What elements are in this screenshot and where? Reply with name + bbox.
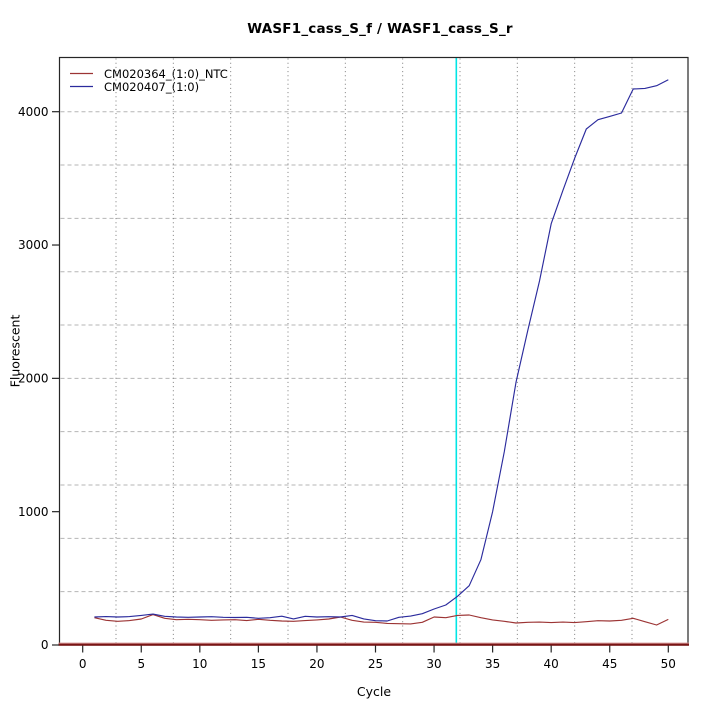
- x-axis-tick-label: 35: [485, 657, 500, 671]
- plot-box: [58, 56, 689, 646]
- series-line-ntc: [94, 614, 669, 626]
- x-axis-tick-label: 5: [137, 657, 145, 671]
- x-axis-tick-label: 40: [544, 657, 559, 671]
- legend-label-sample: CM020407_(1:0): [104, 80, 200, 94]
- legend-label-ntc: CM020364_(1:0)_NTC: [104, 67, 228, 81]
- x-axis-tick-label: 0: [79, 657, 87, 671]
- x-axis-tick-label: 45: [602, 657, 617, 671]
- x-axis-tick-label: 10: [192, 657, 207, 671]
- x-axis-tick-label: 30: [426, 657, 441, 671]
- series-line-sample: [94, 79, 669, 622]
- y-axis-tick-label: 2000: [18, 372, 49, 386]
- x-axis-tick-label: 15: [251, 657, 266, 671]
- y-axis-tick-label: 1000: [18, 505, 49, 519]
- chart-title: WASF1_cass_S_f / WASF1_cass_S_r: [247, 21, 513, 37]
- x-axis-tick-label: 20: [309, 657, 324, 671]
- y-axis-tick-label: 0: [41, 638, 49, 652]
- x-axis-tick-label: 25: [368, 657, 383, 671]
- x-axis-label: Cycle: [356, 684, 392, 699]
- y-axis-tick-label: 3000: [18, 238, 49, 252]
- y-axis-tick-label: 4000: [18, 105, 49, 119]
- x-axis-tick-label: 50: [661, 657, 676, 671]
